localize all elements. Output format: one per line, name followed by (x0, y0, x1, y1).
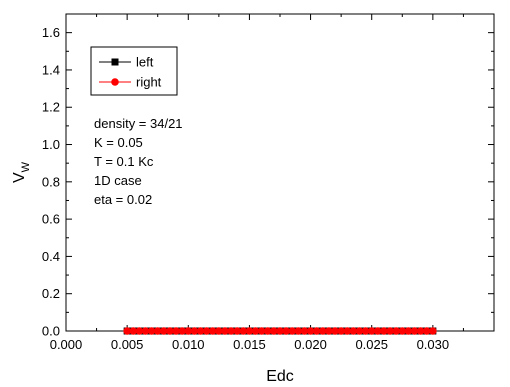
annotation-line: eta = 0.02 (94, 192, 152, 207)
data-point-right (325, 327, 333, 335)
data-point-right (263, 327, 272, 335)
data-point-right (294, 327, 303, 335)
legend-label: right (136, 75, 162, 90)
y-tick-label: 0.2 (42, 286, 60, 301)
legend-box (90, 46, 178, 96)
x-tick-label: 0.030 (417, 337, 450, 352)
data-point-right (331, 327, 339, 335)
data-point-right (239, 327, 248, 335)
y-tick-label: 1.2 (42, 100, 60, 115)
data-point-right (319, 327, 327, 335)
y-tick-label: 1.4 (42, 62, 60, 77)
y-tick-label: 0.6 (42, 212, 60, 227)
data-point-right (245, 327, 254, 335)
data-point-right (361, 327, 370, 335)
data-point-right (374, 327, 382, 335)
data-point-right (123, 327, 131, 335)
data-point-right (276, 327, 284, 335)
legend-marker-circle (111, 78, 119, 86)
data-point-right (129, 327, 138, 335)
data-point-right (429, 327, 437, 335)
legend-item-left: left (99, 55, 154, 70)
annotation-line: density = 34/21 (94, 116, 183, 131)
series-right (123, 327, 437, 335)
x-tick-label: 0.005 (111, 337, 144, 352)
x-tick-label: 0.020 (294, 337, 327, 352)
y-axis-title-main: V (11, 172, 28, 183)
data-point-right (306, 327, 315, 335)
data-point-right (141, 327, 150, 335)
data-point-right (398, 327, 407, 335)
data-point-right (153, 327, 162, 335)
legend-item-right: right (99, 75, 162, 90)
data-point-right (282, 327, 290, 335)
data-point-right (355, 327, 364, 335)
data-point-right (257, 327, 266, 335)
data-point-right (270, 327, 278, 335)
data-point-right (312, 327, 321, 335)
data-point-right (172, 327, 180, 335)
data-point-right (386, 327, 394, 335)
data-point-right (166, 327, 174, 335)
data-point-right (233, 327, 241, 335)
legend: left right (90, 46, 178, 96)
data-point-right (343, 327, 352, 335)
x-tick-label: 0.000 (50, 337, 83, 352)
annotation-line: K = 0.05 (94, 135, 143, 150)
data-point-right (380, 327, 388, 335)
data-point-right (392, 327, 400, 335)
y-axis-title: VW (11, 161, 32, 183)
y-axis-title-subscript: W (20, 161, 32, 172)
data-point-right (251, 327, 260, 335)
x-tick-label: 0.025 (355, 337, 388, 352)
data-point-right (410, 327, 419, 335)
data-point-right (178, 327, 186, 335)
data-point-right (135, 327, 144, 335)
data-point-right (196, 327, 205, 335)
y-tick-label: 0.4 (42, 249, 60, 264)
data-point-right (416, 327, 425, 335)
data-point-right (215, 327, 223, 335)
data-point-right (300, 327, 309, 335)
y-tick-label: 0.0 (42, 324, 60, 339)
y-tick-label: 1.6 (42, 25, 60, 40)
data-point-right (404, 327, 413, 335)
y-tick-label: 0.8 (42, 174, 60, 189)
data-point-right (288, 327, 297, 335)
series-layer (123, 327, 437, 335)
data-point-right (147, 327, 156, 335)
x-tick-label: 0.010 (172, 337, 205, 352)
data-point-right (208, 327, 217, 335)
annotations: density = 34/21 K = 0.05 T = 0.1 Kc 1D case… (94, 116, 183, 207)
data-point-right (202, 327, 211, 335)
annotation-line: T = 0.1 Kc (94, 154, 154, 169)
legend-marker-square (111, 58, 119, 66)
annotation-line: 1D case (94, 173, 142, 188)
data-point-right (349, 327, 358, 335)
data-point-right (227, 327, 235, 335)
data-point-right (221, 327, 229, 335)
x-tick-label: 0.015 (233, 337, 266, 352)
data-point-right (337, 327, 345, 335)
data-point-right (367, 327, 376, 335)
data-point-right (160, 327, 168, 335)
legend-label: left (136, 55, 154, 70)
data-point-right (184, 327, 193, 335)
y-axis-ticks: 0.0 0.2 0.4 0.6 0.8 1.0 1.2 1.4 1.6 (42, 25, 494, 339)
data-point-right (422, 327, 431, 335)
data-point-right (190, 327, 199, 335)
y-tick-label: 1.0 (42, 137, 60, 152)
x-axis-title: Edc (266, 368, 294, 385)
